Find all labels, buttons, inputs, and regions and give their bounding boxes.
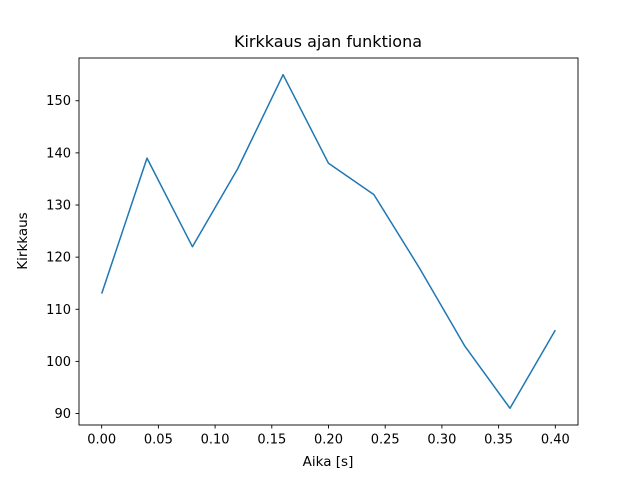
y-tick-label: 110 <box>46 303 71 318</box>
x-tick-label: 0.30 <box>427 433 456 448</box>
x-tick-label: 0.35 <box>484 433 513 448</box>
x-tick-label: 0.10 <box>201 433 230 448</box>
data-line-kirkkaus <box>100 73 556 410</box>
y-tick-label: 90 <box>54 407 71 422</box>
x-tick-label: 0.00 <box>87 433 116 448</box>
x-tick-label: 0.25 <box>371 433 400 448</box>
x-tick-label: 0.05 <box>144 433 173 448</box>
x-tick-label: 0.40 <box>541 433 570 448</box>
chart-title: Kirkkaus ajan funktiona <box>234 32 422 51</box>
y-tick-label: 140 <box>46 146 71 161</box>
y-tick-label: 130 <box>46 199 71 214</box>
y-axis-label: Kirkkaus <box>15 212 31 269</box>
x-tick-label: 0.20 <box>314 433 343 448</box>
y-tick-label: 120 <box>46 251 71 266</box>
y-tick-label: 150 <box>46 94 71 109</box>
x-axis-ticks: 0.00 0.05 0.10 0.15 0.20 0.25 0.30 0.35 0.40 <box>87 425 570 448</box>
x-axis-label: Aika [s] <box>303 454 354 470</box>
y-tick-label: 100 <box>46 355 71 370</box>
x-tick-label: 0.15 <box>257 433 286 448</box>
plot-area <box>78 57 579 426</box>
y-axis-ticks: 90 100 110 120 130 140 150 <box>46 94 79 422</box>
